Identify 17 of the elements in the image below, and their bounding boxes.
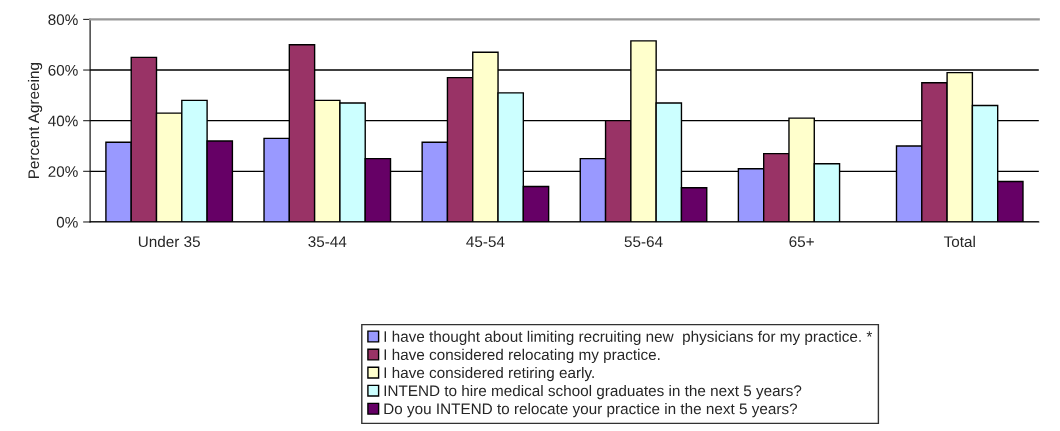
legend-label: I have considered relocating my practice. bbox=[384, 348, 660, 364]
legend-label: I have thought about limiting recruiting new physicians for my practice. * bbox=[384, 330, 873, 346]
x-tick-label: Total bbox=[943, 235, 975, 248]
y-tick-label: 40% bbox=[48, 115, 78, 127]
y-tick-label: 80% bbox=[48, 14, 78, 26]
y-axis-title: Percent Agreeing bbox=[27, 63, 43, 179]
x-tick-label: 55-64 bbox=[624, 236, 663, 248]
x-tick-label: 65+ bbox=[789, 236, 814, 248]
y-tick-label: 60% bbox=[48, 64, 78, 76]
legend-label: I have considered retiring early. bbox=[384, 366, 594, 382]
y-tick-label: 20% bbox=[48, 166, 78, 178]
legend-label: INTEND to hire medical school graduates in the next 5 years? bbox=[384, 384, 802, 400]
y-tick-label: 0% bbox=[56, 216, 78, 228]
x-tick-label: Under 35 bbox=[138, 235, 200, 248]
x-tick-label: 35-44 bbox=[308, 236, 347, 248]
x-tick-label: 45-54 bbox=[466, 236, 505, 248]
legend-label: Do you INTEND to relocate your practice in the next 5 years? bbox=[384, 403, 798, 418]
